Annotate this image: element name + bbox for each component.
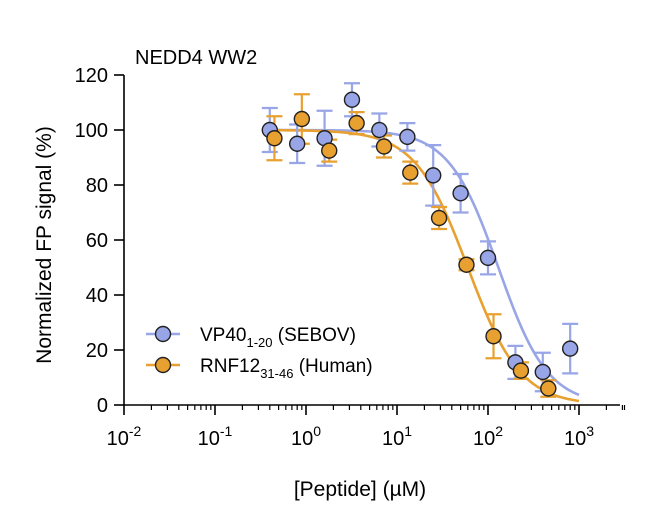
data-point-rnf12 [485,328,502,345]
data-point-vp40 [371,121,388,139]
data-point-rnf12 [540,380,557,397]
legend: VP401-20 (SEBOV) RNF1231-46 (Human) [146,325,373,381]
x-axis: 10-2 10-1 100 101 102 103 [107,404,626,450]
data-point-rnf12 [458,256,475,273]
y-axis: 0 20 40 60 80 100 120 [75,65,125,417]
data-point-rnf12 [402,164,419,181]
data-point-vp40 [534,363,551,381]
y-tick-label: 40 [86,285,108,307]
x-tick-label: 10-1 [198,423,233,450]
y-tick-label: 80 [86,175,108,197]
y-tick-label: 120 [75,65,108,87]
legend-label: RNF1231-46 (Human) [200,356,373,381]
y-axis-label: Normalized FP signal (%) [33,126,56,364]
y-tick-label: 100 [75,120,108,142]
plot-area [261,82,580,403]
data-point-vp40 [399,128,416,146]
x-tick-label: 102 [473,423,503,450]
y-tick-label: 0 [97,395,108,417]
data-point-vp40 [561,340,579,357]
x-tick-label: 10-2 [107,423,142,450]
y-tick-label: 20 [86,340,108,362]
data-point-rnf12 [321,142,338,159]
data-point-rnf12 [348,114,365,132]
chart-title: NEDD4 WW2 [135,47,257,69]
y-tick-label: 60 [86,230,108,252]
data-point-vp40 [479,249,497,267]
data-point-rnf12 [266,130,283,147]
legend-marker [154,356,172,374]
x-tick-label: 100 [291,423,321,450]
data-point-rnf12 [430,209,448,227]
x-tick-label: 101 [382,423,412,450]
data-point-rnf12 [512,362,530,379]
x-tick-label: 103 [564,423,594,450]
x-axis-label: [Peptide] (µM) [294,478,426,501]
data-point-rnf12 [293,110,311,128]
data-point-rnf12 [375,138,393,155]
data-point-vp40 [288,135,306,152]
legend-marker [154,325,172,343]
data-point-vp40 [425,167,442,184]
data-point-vp40 [452,185,469,202]
data-point-vp40 [343,91,361,108]
legend-label: VP401-20 (SEBOV) [200,325,356,350]
